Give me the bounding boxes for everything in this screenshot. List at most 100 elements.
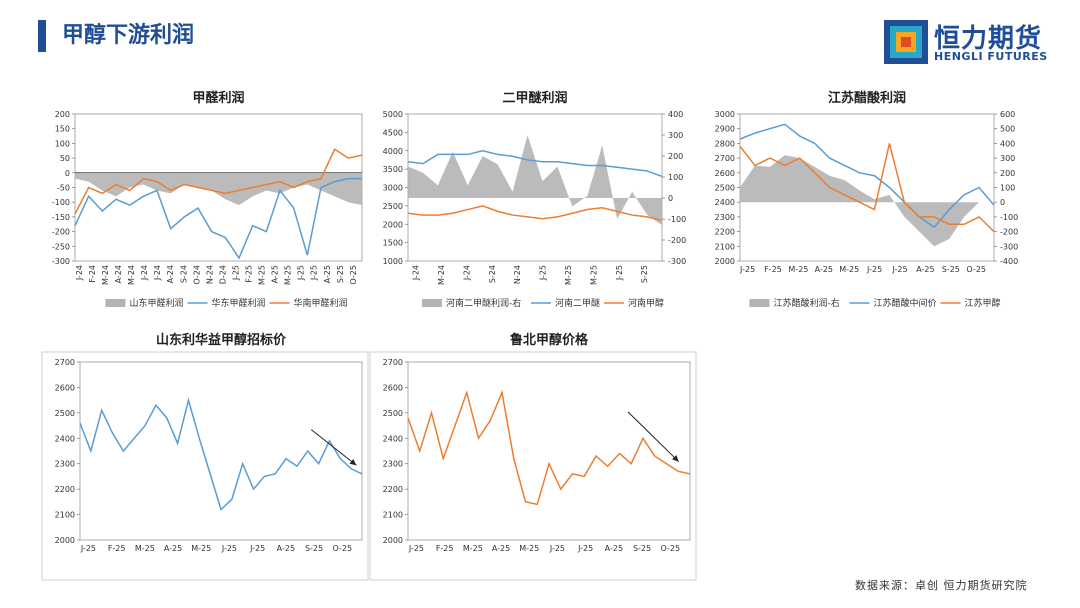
chart-title: 二甲醚利润	[502, 90, 567, 106]
x-tick-label: M-25	[284, 265, 293, 285]
y-tick-label: 2800	[715, 139, 735, 148]
series-line	[407, 205, 663, 222]
x-tick-label: S-25	[336, 265, 345, 283]
x-tick-label: J-25	[80, 544, 96, 553]
page-title: 甲醇下游利润	[62, 23, 195, 48]
y2-tick-label: -200	[668, 236, 686, 245]
chart-frame	[369, 351, 697, 581]
legend-swatch	[105, 299, 126, 307]
c2-svg: 二甲醚利润10001500200025003000350040004500500…	[383, 90, 687, 309]
c4-svg: 山东利华益甲醇招标价 2000 2100 2200 2300 2400 2500 2600 27…	[41, 332, 369, 581]
y2-tick-label: 100	[1000, 184, 1015, 193]
legend-label: 江苏醋酸中间价	[874, 297, 937, 309]
chart-dme-profit: 二甲醚利润 1000 1500 2000 2500 3000 3500 4000 4500 500…	[368, 88, 698, 313]
x-tick-label: M-25	[564, 265, 573, 285]
x-tick-label: O-25	[349, 265, 358, 285]
y-tick-label: 2900	[715, 125, 735, 134]
y-tick-label: 2600	[55, 383, 75, 392]
y-tick-label: 3000	[383, 184, 403, 193]
x-tick-label: S-24	[179, 265, 188, 283]
x-tick-label: N-24	[513, 265, 522, 284]
x-tick-label: M-25	[589, 265, 598, 285]
y-tick-label: -150	[52, 213, 70, 222]
x-tick-label: J-25	[866, 265, 882, 274]
x-tick-label: S-25	[640, 265, 649, 283]
y-tick-label: 2300	[55, 460, 75, 469]
x-tick-label: J-25	[408, 544, 424, 553]
y2-tick-label: 400	[1000, 139, 1015, 148]
x-tick-label: J-25	[577, 544, 593, 553]
trend-arrow	[310, 429, 357, 466]
y2-tick-label: 300	[1000, 154, 1015, 163]
y-tick-label: 3500	[383, 165, 403, 174]
y-tick-label: 2600	[715, 169, 735, 178]
trend-arrow-head	[672, 455, 679, 462]
y-tick-label: 1000	[383, 257, 403, 266]
y-tick-label: 2300	[383, 460, 403, 469]
x-tick-label: F-25	[436, 544, 454, 553]
x-tick-label: A-25	[271, 265, 280, 283]
y-tick-label: 2000	[715, 257, 735, 266]
x-tick-label: A-25	[815, 265, 833, 274]
chart-title: 江苏醋酸利润	[828, 90, 906, 106]
series-area	[408, 135, 662, 226]
legend-label: 华东甲醛利润	[212, 297, 266, 309]
y-tick-label: 200	[55, 110, 70, 119]
y2-tick-label: 600	[1000, 110, 1015, 119]
legend-label: 河南甲醇	[628, 297, 664, 309]
x-tick-label: M-24	[127, 265, 136, 285]
series-area	[740, 155, 994, 247]
x-tick-label: M-25	[135, 544, 155, 553]
x-tick-label: A-24	[166, 265, 175, 283]
y-tick-label: 150	[55, 125, 70, 134]
y-tick-label: 2000	[383, 536, 403, 545]
y-tick-label: 2200	[715, 228, 735, 237]
y2-tick-label: 500	[1000, 125, 1015, 134]
y2-tick-label: -400	[1000, 257, 1018, 266]
chart-frame	[41, 351, 369, 581]
x-tick-label: S-25	[942, 265, 960, 274]
x-tick-label: J-25	[549, 544, 565, 553]
x-tick-label: S-24	[488, 265, 497, 283]
legend-label: 河南二甲醚	[555, 297, 600, 309]
x-tick-label: A-25	[323, 265, 332, 283]
y-tick-label: -200	[52, 228, 70, 237]
c1-svg: 甲醛利润 -300 -250 -200 -150 -100 -50 0 50 100 150 200 J…	[52, 90, 363, 309]
chart-title: 鲁北甲醇价格	[510, 332, 589, 348]
x-tick-label: J-24	[153, 265, 162, 281]
y-tick-label: -50	[57, 184, 70, 193]
x-tick-label: J-25	[310, 265, 319, 281]
y-tick-label: 50	[60, 154, 70, 163]
y-tick-label: 2500	[55, 409, 75, 418]
series-line	[74, 177, 362, 260]
y-tick-label: 2700	[383, 358, 403, 367]
chart-acetic-acid-profit: 江苏醋酸利润 2000 2100 2200 2300 2400 2500 2600 2700 28…	[700, 88, 1030, 313]
y-tick-label: 2600	[383, 383, 403, 392]
y-tick-label: 4500	[383, 128, 403, 137]
chart-title: 山东利华益甲醇招标价	[156, 332, 287, 348]
y-tick-label: 2100	[715, 242, 735, 251]
legend-swatch	[422, 299, 442, 307]
x-tick-label: F-25	[245, 265, 254, 283]
logo-name: 恒力期货	[934, 24, 1043, 54]
title-accent-bar	[38, 20, 46, 52]
y2-tick-label: 200	[1000, 169, 1015, 178]
x-tick-label: S-25	[633, 544, 651, 553]
y-tick-label: 2700	[715, 154, 735, 163]
y2-tick-label: 0	[1000, 198, 1005, 207]
x-tick-label: O-25	[966, 265, 986, 274]
legend-label: 江苏醋酸利润-右	[774, 297, 840, 309]
y2-tick-label: -300	[668, 257, 686, 266]
x-tick-label: O-25	[660, 544, 680, 553]
y-tick-label: 2300	[715, 213, 735, 222]
x-tick-label: J-24	[412, 265, 421, 281]
y-tick-label: 2500	[715, 184, 735, 193]
legend-label: 江苏甲醇	[965, 297, 1001, 309]
y2-tick-label: 0	[668, 194, 673, 203]
c3-svg: 江苏醋酸利润2000210022002300240025002600270028…	[715, 90, 1019, 309]
legend-label: 山东甲醛利润	[130, 297, 184, 309]
y-tick-label: 2700	[55, 358, 75, 367]
y2-tick-label: 400	[668, 110, 683, 119]
x-tick-label: M-24	[101, 265, 110, 285]
series-line	[739, 123, 995, 229]
